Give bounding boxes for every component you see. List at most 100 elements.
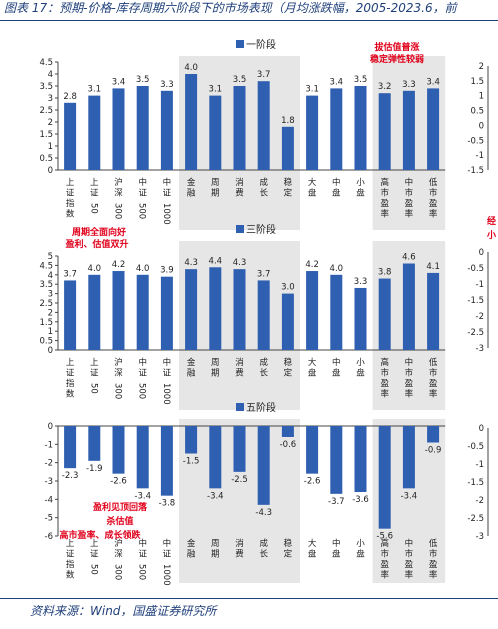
bar (306, 271, 319, 350)
category-label: 数 (66, 389, 75, 400)
category-label: 低 (429, 177, 438, 188)
figure-caption: 图表 17：预期-价格-库存周期六阶段下的市场表现（月均涨跌幅，2005-202… (4, 0, 498, 18)
category-label: 率 (405, 209, 414, 220)
bar (427, 88, 440, 170)
category-label: 500 (137, 203, 147, 219)
bar (330, 274, 343, 350)
bar (281, 426, 294, 437)
annotation-text: 盈利、估值双升 (64, 238, 128, 250)
y-tick-label: 0.5 (39, 154, 53, 164)
category-label: 小 (356, 538, 365, 549)
bar (354, 86, 367, 170)
data-label: 4.1 (426, 262, 440, 272)
category-label: 证 (163, 369, 172, 379)
data-label: 4.2 (305, 260, 319, 270)
bar (136, 86, 149, 170)
category-label: 期 (211, 550, 220, 560)
data-label: 4.3 (233, 258, 247, 268)
bar (209, 426, 222, 489)
category-label: 费 (235, 368, 244, 379)
data-label: 3.9 (160, 266, 174, 276)
category-label: 率 (380, 570, 389, 581)
category-label: 率 (405, 570, 414, 581)
category-label: 中 (332, 538, 341, 549)
right-annotation: 经 (487, 215, 496, 227)
annotation-text: 盈利见顶回落 (92, 501, 148, 513)
category-label: 证 (138, 189, 147, 199)
category-label: 300 (113, 564, 123, 580)
bar (112, 426, 125, 474)
category-label: 市 (380, 549, 389, 560)
category-label: 中 (163, 357, 172, 368)
source-note: 资料来源：Wind，国盛证券研究所 (30, 604, 217, 618)
category-label: 50 (88, 203, 98, 214)
y-tick-label: 3 (48, 290, 53, 300)
category-label: 中 (405, 357, 414, 368)
category-label: 300 (113, 383, 123, 399)
data-label: 4.0 (330, 264, 344, 274)
bar (233, 426, 246, 472)
category-label: 市 (380, 188, 389, 199)
data-label: -2.6 (110, 477, 127, 487)
y-tick-label: 3.5 (39, 280, 53, 290)
category-label: 高 (380, 357, 389, 368)
data-label: 4.6 (402, 253, 416, 263)
category-label: 中 (138, 538, 147, 549)
category-label: 小 (356, 357, 365, 368)
data-label: 4.3 (184, 258, 198, 268)
category-label: 率 (429, 209, 438, 220)
bar (209, 267, 222, 350)
data-label: 3.7 (257, 269, 271, 279)
category-label: 证 (163, 189, 172, 199)
right-chart-tick: 2 (479, 62, 484, 72)
right-chart-tick: -1.5 (467, 296, 484, 306)
category-label: 市 (405, 368, 414, 379)
annotation-text: 杀估值 (106, 515, 133, 527)
data-label: -3.6 (352, 495, 369, 505)
category-label: 盘 (308, 368, 317, 379)
category-label: 1000 (161, 564, 171, 586)
category-label: 长 (259, 368, 268, 379)
category-label: 盘 (332, 549, 341, 560)
category-label: 稳 (284, 538, 293, 549)
data-label: 2.8 (63, 92, 77, 102)
category-label: 高 (380, 177, 389, 188)
bar (160, 90, 173, 170)
bar (112, 271, 125, 350)
right-chart-tick: -3 (476, 344, 484, 354)
data-label: -3.7 (328, 497, 345, 507)
category-label: 金 (187, 538, 196, 549)
y-tick-label: -6 (45, 532, 53, 542)
category-label: 率 (429, 389, 438, 400)
category-label: 深 (114, 550, 123, 560)
category-label: 50 (88, 564, 98, 575)
y-tick-label: -5 (45, 514, 53, 524)
data-label: 3.0 (281, 283, 295, 293)
category-label: 期 (211, 189, 220, 199)
y-tick-label: 5 (48, 252, 53, 262)
bar (112, 88, 125, 170)
y-tick-label: 2 (48, 308, 53, 318)
y-tick-label: 3.5 (39, 82, 53, 92)
category-label: 沪 (114, 538, 123, 549)
data-label: 3.3 (354, 277, 368, 287)
right-chart-tick: -1.5 (467, 166, 484, 176)
category-label: 证 (66, 550, 75, 560)
bar (427, 426, 440, 443)
y-tick-label: -2 (45, 459, 53, 469)
bar (378, 426, 391, 529)
category-label: 证 (138, 550, 147, 560)
category-label: 证 (138, 369, 147, 379)
data-label: -0.6 (280, 440, 297, 450)
category-label: 周 (211, 178, 220, 188)
category-label: 费 (235, 549, 244, 560)
bar (306, 95, 319, 170)
bar (330, 426, 343, 494)
y-tick-label: 4.5 (39, 261, 53, 271)
bar (330, 88, 343, 170)
bar (402, 263, 415, 350)
bar (185, 426, 198, 454)
category-label: 率 (429, 570, 438, 581)
category-label: 盈 (380, 560, 389, 570)
y-tick-label: 2.5 (39, 106, 53, 116)
